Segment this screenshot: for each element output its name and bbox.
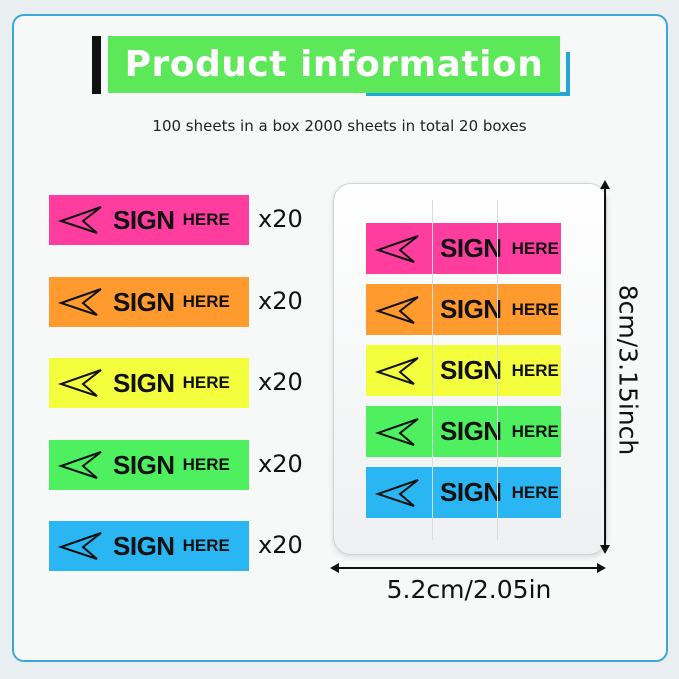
- box-divider: [432, 200, 433, 540]
- count-label: x20: [258, 287, 303, 315]
- arrow-icon: [57, 366, 105, 400]
- arrow-up-icon: [600, 180, 610, 189]
- here-text: HERE: [182, 373, 230, 392]
- here-text: HERE: [511, 299, 559, 319]
- height-label: 8cm/3.15inch: [613, 284, 643, 456]
- sign-here-tab: SIGN HERE: [366, 345, 561, 396]
- sign-here-tab: SIGN HERE: [366, 223, 561, 274]
- sign-text: SIGN: [440, 355, 502, 385]
- sign-text: SIGN: [113, 367, 175, 398]
- banner-blue-underline: [366, 92, 570, 96]
- sign-here-tab: SIGN HERE: [366, 406, 561, 457]
- arrow-icon: [374, 293, 422, 327]
- here-text: HERE: [511, 482, 559, 502]
- here-text: HERE: [511, 238, 559, 258]
- here-text: HERE: [182, 210, 230, 229]
- width-label: 5.2cm/2.05in: [386, 575, 552, 604]
- arrow-icon: [57, 448, 105, 482]
- sign-here-tab: SIGN HERE: [366, 467, 561, 518]
- arrow-icon: [57, 203, 105, 237]
- banner-blue-side: [566, 52, 570, 96]
- page-title: Product information: [108, 36, 560, 93]
- here-text: HERE: [511, 421, 559, 441]
- sign-here-tab: SIGN HERE: [366, 284, 561, 335]
- sign-here-tab: SIGN HERE: [49, 440, 249, 490]
- sign-here-tab: SIGN HERE: [49, 195, 249, 245]
- sign-here-tab: SIGN HERE: [49, 277, 249, 327]
- sign-text: SIGN: [113, 286, 175, 317]
- here-text: HERE: [511, 360, 559, 380]
- arrow-icon: [374, 354, 422, 388]
- here-text: HERE: [182, 292, 230, 311]
- here-text: HERE: [182, 536, 230, 555]
- count-label: x20: [258, 205, 303, 233]
- arrow-icon: [374, 415, 422, 449]
- height-dimension-line: [604, 186, 606, 548]
- sign-here-tab: SIGN HERE: [49, 521, 249, 571]
- sign-text: SIGN: [440, 233, 502, 263]
- sign-text: SIGN: [440, 416, 502, 446]
- here-text: HERE: [182, 455, 230, 474]
- count-label: x20: [258, 450, 303, 478]
- arrow-icon: [57, 529, 105, 563]
- sign-text: SIGN: [440, 477, 502, 507]
- sign-here-tab: SIGN HERE: [49, 358, 249, 408]
- sign-text: SIGN: [113, 449, 175, 480]
- banner-black-bar: [92, 36, 101, 94]
- arrow-icon: [374, 476, 422, 510]
- arrow-icon: [57, 285, 105, 319]
- arrow-icon: [374, 232, 422, 266]
- arrow-right-icon: [597, 563, 606, 573]
- count-label: x20: [258, 368, 303, 396]
- arrow-left-icon: [330, 563, 339, 573]
- box-divider: [497, 200, 498, 540]
- arrow-down-icon: [600, 545, 610, 554]
- sign-text: SIGN: [440, 294, 502, 324]
- sign-text: SIGN: [113, 530, 175, 561]
- sign-text: SIGN: [113, 204, 175, 235]
- subtitle: 100 sheets in a box 2000 sheets in total…: [152, 117, 527, 135]
- count-label: x20: [258, 531, 303, 559]
- width-dimension-line: [336, 567, 600, 569]
